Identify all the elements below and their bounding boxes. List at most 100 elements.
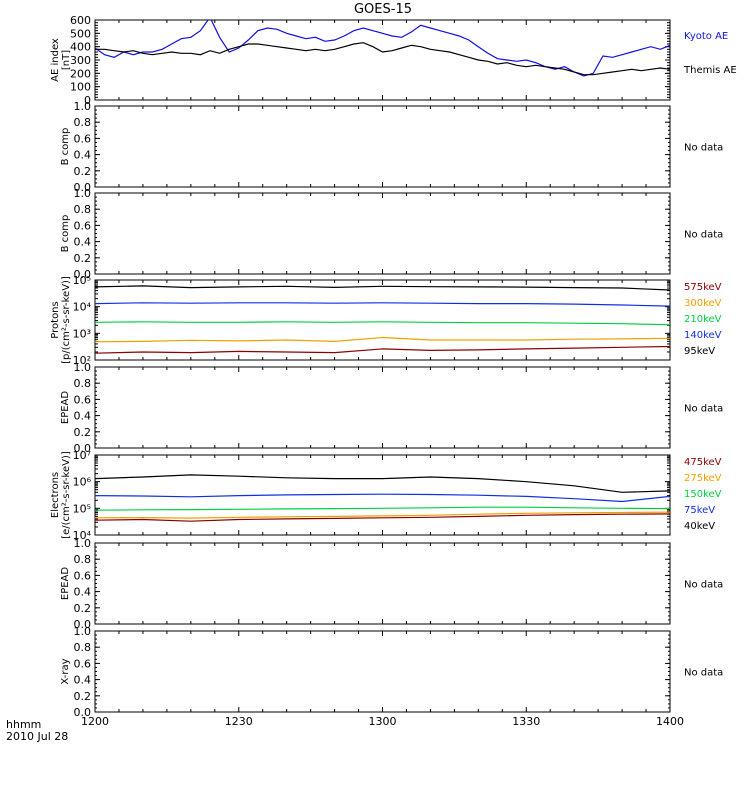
- legend-kyoto-ae: Kyoto AE: [684, 31, 728, 42]
- y-axis-label: EPEAD: [60, 567, 71, 601]
- legend-275kev: 275keV: [684, 473, 722, 484]
- no-data-label: No data: [684, 668, 723, 679]
- series-line-475kev: [95, 513, 670, 522]
- y-tick-label: 0.4: [74, 410, 92, 423]
- y-tick-label: 10⁴: [73, 529, 92, 542]
- y-tick-label: 0.0: [74, 442, 92, 455]
- y-axis-label: B comp: [60, 128, 71, 166]
- y-tick-label: 0.0: [74, 268, 92, 281]
- time-axis-label-hhmm: hhmm: [6, 718, 41, 731]
- series-line-275kev: [95, 511, 670, 519]
- y-axis-label-line2: [p/(cm²-s-sr-keV)]: [61, 276, 72, 364]
- series-line-140kev: [95, 302, 670, 307]
- y-tick-label: 0.0: [74, 618, 92, 631]
- panel-b1: 0.0 0.2 0.4 0.6 0.8 1.0 B comp No data: [60, 100, 723, 194]
- time-tick-label: 1230: [225, 715, 253, 728]
- y-tick-label: 500: [70, 27, 91, 40]
- panel-protons: 10² 10³ 10⁴ 10⁵ Protons [p/(cm²-s-sr-keV)] 575…: [50, 274, 722, 367]
- y-tick-label: 0.6: [74, 393, 92, 406]
- panel-frame: [94, 19, 671, 101]
- y-axis-label: EPEAD: [60, 391, 71, 425]
- y-axis-label: X-ray: [60, 658, 71, 684]
- panel-b2: 0.0 0.2 0.4 0.6 0.8 1.0 B comp No data: [60, 187, 723, 281]
- y-tick-label: 200: [70, 67, 91, 80]
- panel-frame: [94, 192, 671, 275]
- y-tick-label: 10⁶: [73, 476, 92, 489]
- legend-575kev: 575keV: [684, 282, 722, 293]
- panel-xray: 0.0 0.2 0.4 0.6 0.8 1.0 X-ray No data: [60, 625, 723, 719]
- legend-300kev: 300keV: [684, 298, 722, 309]
- series-line-themis-ae: [95, 42, 670, 76]
- y-tick-label: 1.0: [74, 361, 92, 374]
- series-line-40kev: [95, 474, 670, 493]
- legend-40kev: 40keV: [684, 521, 715, 532]
- time-axis: 1200 1230 1300 1330 1400: [81, 715, 684, 728]
- legend-95kev: 95keV: [684, 346, 715, 357]
- y-axis-label-line1: AE index: [50, 38, 61, 82]
- figure-title: GOES-15: [354, 2, 412, 17]
- y-tick-label: 0.8: [74, 377, 92, 390]
- y-axis-label: B comp: [60, 215, 71, 253]
- series-line-210kev: [95, 321, 670, 326]
- time-tick-label: 1200: [81, 715, 109, 728]
- y-tick-label: 0.8: [74, 553, 92, 566]
- y-tick-label: 10⁵: [73, 502, 91, 515]
- y-tick-label: 1.0: [74, 537, 92, 550]
- series-line-75kev: [95, 493, 670, 503]
- y-tick-label: 0.4: [74, 236, 92, 249]
- y-axis-label-line2: [nT]: [61, 50, 72, 70]
- y-tick-label: 100: [70, 81, 91, 94]
- y-tick-label: 0.6: [74, 657, 92, 670]
- y-tick-label: 0.4: [74, 586, 92, 599]
- series-line-300kev: [95, 336, 670, 343]
- time-tick-label: 1400: [656, 715, 684, 728]
- series-line-95kev: [95, 285, 670, 291]
- panel-frame: [94, 542, 671, 625]
- panel-epead1: 0.0 0.2 0.4 0.6 0.8 1.0 EPEAD No data: [60, 361, 723, 455]
- no-data-label: No data: [684, 580, 723, 591]
- no-data-label: No data: [684, 143, 723, 154]
- series-line-575kev: [95, 345, 670, 354]
- legend-210kev: 210keV: [684, 314, 722, 325]
- panel-frame: [94, 366, 671, 449]
- y-tick-label: 300: [70, 54, 91, 67]
- time-axis-label-date: 2010 Jul 28: [6, 730, 68, 743]
- panel-frame: [94, 105, 671, 188]
- y-tick-label: 0.0: [74, 706, 92, 719]
- y-tick-label: 0.8: [74, 203, 92, 216]
- y-axis-label-line1: Protons: [50, 301, 61, 338]
- series-line-150kev: [95, 506, 670, 511]
- y-tick-label: 1.0: [74, 187, 92, 200]
- y-tick-label: 0.2: [74, 602, 92, 615]
- legend-75kev: 75keV: [684, 505, 715, 516]
- time-tick-label: 1330: [512, 715, 540, 728]
- y-tick-label: 0.6: [74, 569, 92, 582]
- y-axis-label-line2: [e/(cm²-s-sr-keV)]: [61, 451, 72, 539]
- y-tick-label: 0.4: [74, 149, 92, 162]
- y-tick-label: 10²: [73, 354, 91, 367]
- series-line-kyoto-ae: [95, 20, 670, 77]
- y-tick-label: 0: [84, 94, 91, 107]
- y-tick-label: 0.2: [74, 252, 92, 265]
- y-tick-label: 10⁷: [73, 449, 91, 462]
- panel-epead2: 0.0 0.2 0.4 0.6 0.8 1.0 EPEAD No data: [60, 537, 723, 631]
- y-tick-label: 400: [70, 41, 91, 54]
- y-tick-label: 0.6: [74, 219, 92, 232]
- legend-150kev: 150keV: [684, 489, 722, 500]
- y-tick-label: 0.0: [74, 181, 92, 194]
- panel-electrons: 10⁴ 10⁵ 10⁶ 10⁷ Electrons [e/(cm²-s-sr-keV)] 4…: [50, 449, 722, 542]
- y-tick-label: 0.2: [74, 426, 92, 439]
- panel-frame: [94, 630, 671, 713]
- y-tick-label: 1.0: [74, 625, 92, 638]
- y-axis-label-line1: Electrons: [50, 472, 61, 518]
- time-tick-label: 1300: [369, 715, 397, 728]
- y-tick-label: 1.0: [74, 100, 92, 113]
- y-tick-label: 10³: [73, 327, 91, 340]
- no-data-label: No data: [684, 230, 723, 241]
- y-tick-label: 600: [70, 14, 91, 27]
- y-tick-label: 0.6: [74, 132, 92, 145]
